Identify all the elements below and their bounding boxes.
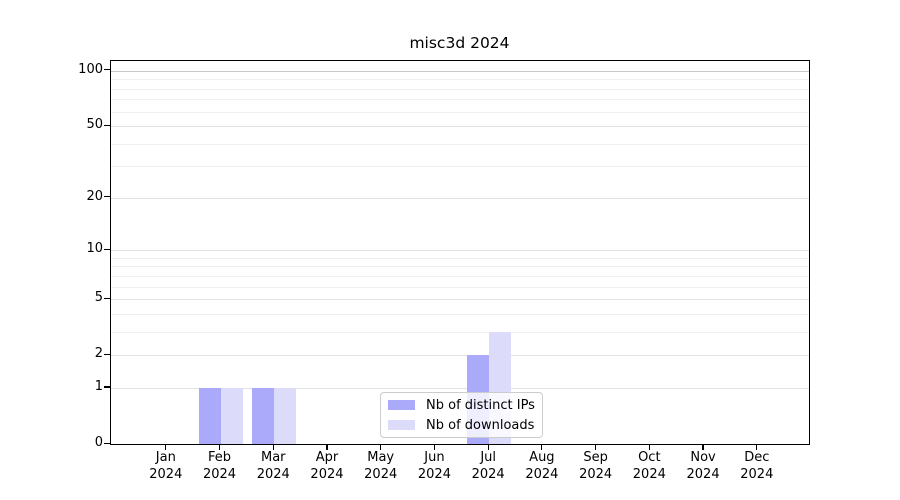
x-tick-mark (595, 444, 597, 450)
y-tick-label: 5 (94, 290, 103, 306)
gridline-minor (111, 99, 809, 101)
x-tick-month: Feb (208, 450, 232, 465)
y-tick-label: 20 (86, 188, 103, 204)
x-tick-label: Sep 2024 (561, 450, 631, 483)
x-tick-month: May (367, 450, 395, 465)
x-tick-month: Oct (638, 450, 661, 465)
plot-area: Nb of distinct IPs Nb of downloads (110, 60, 810, 445)
legend-label-distinct-ips: Nb of distinct IPs (426, 397, 535, 413)
y-tick-mark (104, 196, 110, 198)
x-tick-label: May 2024 (346, 450, 416, 483)
gridline-major (111, 355, 809, 357)
x-tick-year: 2024 (149, 466, 183, 482)
x-tick-label: Oct 2024 (614, 450, 684, 483)
gridline-minor (111, 257, 809, 259)
x-tick-mark (702, 444, 704, 450)
bar-distinct-ips-mar (252, 387, 275, 444)
y-tick-label: 50 (86, 117, 103, 133)
gridline-major (111, 197, 809, 199)
x-tick-month: Apr (315, 450, 339, 465)
x-tick-month: Aug (529, 450, 555, 465)
gridline-minor (111, 331, 809, 333)
x-tick-mark (487, 444, 489, 450)
y-tick-label: 10 (86, 241, 103, 257)
gridline-minor (111, 143, 809, 145)
gridline-minor (111, 79, 809, 81)
x-tick-mark (648, 444, 650, 450)
gridline-minor (111, 111, 809, 113)
gridline-major (111, 250, 809, 252)
gridline-minor (111, 166, 809, 168)
chart-title: misc3d 2024 (409, 34, 510, 52)
x-tick-year: 2024 (686, 466, 720, 482)
legend-item-distinct-ips: Nb of distinct IPs (388, 398, 535, 413)
y-tick-mark (104, 442, 110, 444)
y-tick-label: 0 (94, 435, 103, 450)
gridline-minor (111, 275, 809, 277)
x-tick-year: 2024 (632, 466, 666, 482)
x-tick-year: 2024 (364, 466, 398, 482)
x-tick-month: Dec (744, 450, 770, 465)
x-tick-month: Sep (583, 450, 608, 465)
x-tick-year: 2024 (471, 466, 505, 482)
x-tick-month: Mar (260, 450, 286, 465)
x-tick-mark (326, 444, 328, 450)
gridline-minor (111, 88, 809, 90)
x-tick-label: Jun 2024 (399, 450, 469, 483)
y-tick-mark (104, 248, 110, 250)
gridline-major (111, 70, 809, 72)
x-tick-year: 2024 (579, 466, 613, 482)
x-tick-mark (165, 444, 167, 450)
gridline-minor (111, 266, 809, 268)
x-tick-mark (756, 444, 758, 450)
gridline-major (111, 299, 809, 301)
gridline-major (111, 126, 809, 128)
y-tick-label: 100 (78, 61, 103, 77)
x-tick-label: Jul 2024 (453, 450, 523, 483)
x-tick-label: Apr 2024 (292, 450, 362, 483)
x-tick-year: 2024 (417, 466, 451, 482)
gridline-minor (111, 313, 809, 315)
x-tick-mark (272, 444, 274, 450)
x-tick-month: Nov (690, 450, 716, 465)
y-tick-mark (104, 124, 110, 126)
x-tick-year: 2024 (256, 466, 290, 482)
x-tick-mark (433, 444, 436, 450)
x-tick-year: 2024 (525, 466, 559, 482)
y-tick-mark (104, 297, 110, 299)
x-tick-label: Nov 2024 (668, 450, 738, 483)
bar-downloads-mar (274, 387, 297, 444)
x-tick-year: 2024 (310, 466, 344, 482)
legend-item-downloads: Nb of downloads (388, 418, 535, 433)
x-tick-month: Jul (480, 450, 496, 465)
x-tick-month: Jan (155, 450, 176, 465)
legend-swatch-distinct-ips (388, 400, 415, 410)
gridline-minor (111, 286, 809, 288)
y-tick-mark (104, 386, 110, 388)
legend-swatch-downloads (388, 420, 415, 430)
legend-label-downloads: Nb of downloads (426, 417, 535, 433)
x-tick-mark (380, 444, 382, 450)
x-tick-year: 2024 (740, 466, 774, 482)
legend: Nb of distinct IPs Nb of downloads (380, 392, 543, 438)
y-tick-mark (104, 69, 110, 71)
y-tick-label: 1 (94, 378, 103, 394)
x-tick-mark (541, 444, 543, 450)
x-tick-year: 2024 (202, 466, 237, 482)
bar-downloads-feb (220, 387, 243, 444)
gridline-major (111, 387, 809, 389)
y-tick-mark (104, 353, 110, 355)
x-tick-month: Jun (424, 450, 445, 465)
x-tick-label: Aug 2024 (507, 450, 577, 483)
x-tick-label: Feb 2024 (185, 450, 255, 483)
x-tick-label: Mar 2024 (238, 450, 308, 483)
x-tick-label: Jan 2024 (131, 450, 201, 483)
x-tick-mark (218, 444, 221, 450)
bar-distinct-ips-feb (198, 387, 221, 444)
y-tick-label: 2 (94, 346, 103, 362)
x-tick-label: Dec 2024 (722, 450, 792, 483)
